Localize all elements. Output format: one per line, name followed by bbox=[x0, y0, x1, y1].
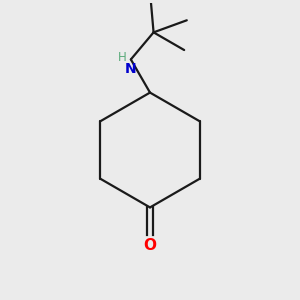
Text: H: H bbox=[118, 52, 126, 64]
Text: O: O bbox=[143, 238, 157, 253]
Text: N: N bbox=[125, 62, 137, 76]
